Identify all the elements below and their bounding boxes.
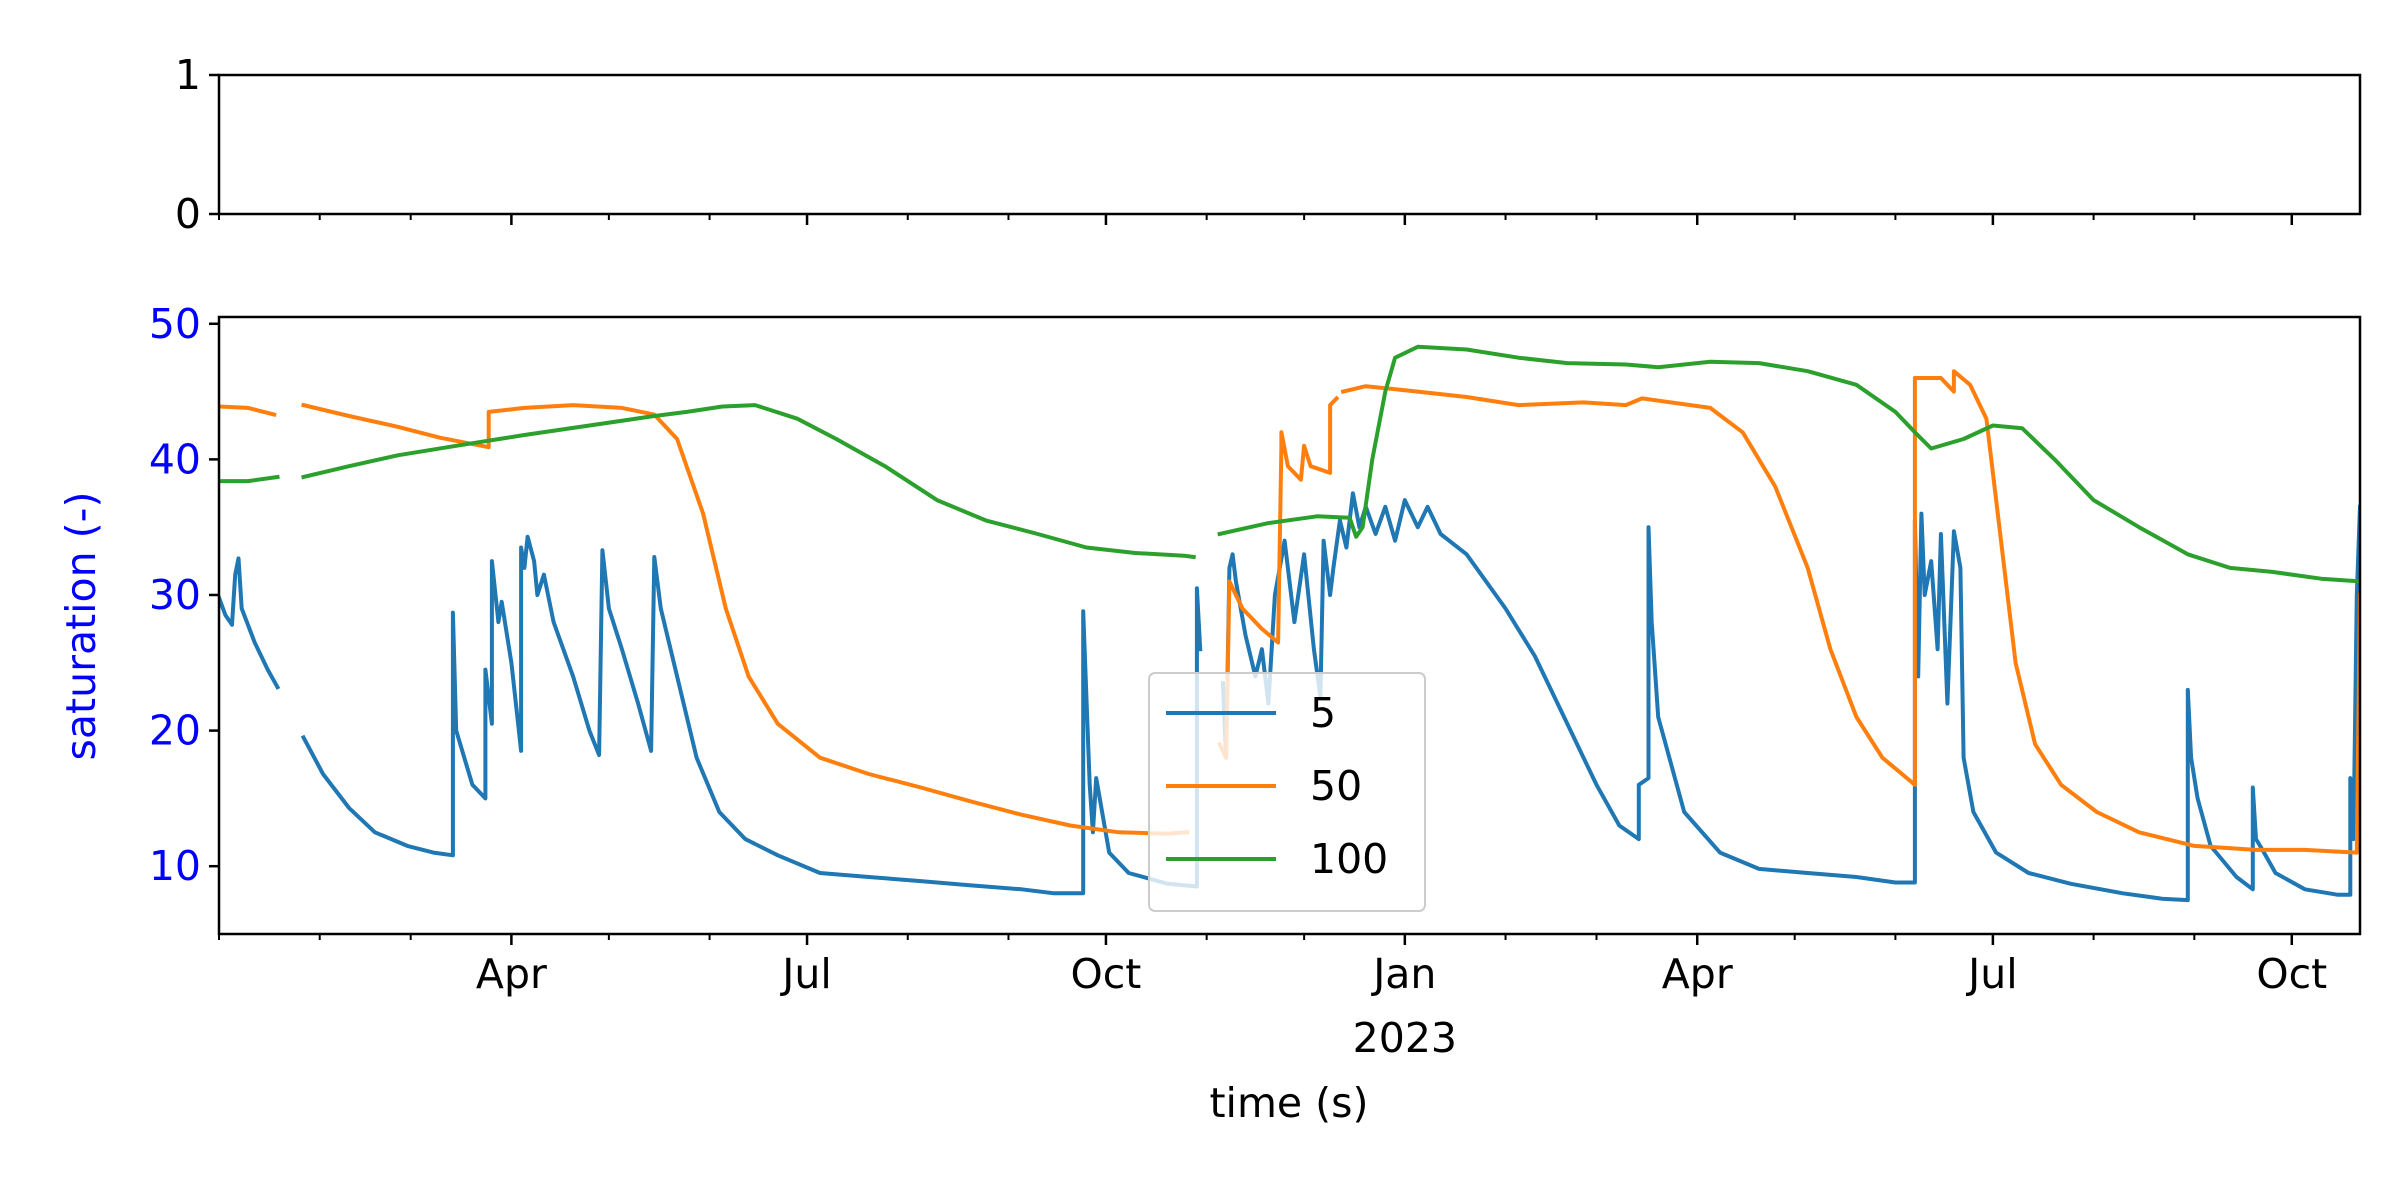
legend-label-5: 5 xyxy=(1310,689,1336,737)
x-tick-label: Jan xyxy=(1370,950,1436,998)
main-y-ticks: 10 20 30 40 50 xyxy=(149,300,219,890)
x-tick-label: Jul xyxy=(779,950,831,998)
legend-label-50: 50 xyxy=(1310,762,1362,810)
top-y-tick-label: 0 xyxy=(175,190,201,238)
x-tick-label: Apr xyxy=(1662,950,1733,998)
y-tick-label: 30 xyxy=(149,571,201,619)
y-tick-label: 40 xyxy=(149,435,201,483)
legend-label-100: 100 xyxy=(1310,835,1388,883)
top-axes-frame xyxy=(217,73,2362,216)
x-axis-label: time (s) xyxy=(1209,1079,1368,1127)
x-tick-label: Jul xyxy=(1965,950,2017,998)
legend-box xyxy=(1148,672,1426,912)
series-line-100 xyxy=(219,344,2360,584)
top-panel: 01 xyxy=(175,51,2362,238)
y-tick-label: 10 xyxy=(149,842,201,890)
main-x-ticks: Apr Jul Oct Jan 2023 Apr Jul Oct xyxy=(218,934,2327,1062)
x-tick-label: Oct xyxy=(1070,950,1141,998)
main-panel: 10 20 30 40 50 Apr Jul Oct Jan 2023 Apr Jul Oct tim… xyxy=(57,300,2362,1127)
top-y-ticks: 01 xyxy=(175,51,219,238)
top-y-tick-label: 1 xyxy=(175,51,201,99)
legend-entries: 5 50 100 xyxy=(1166,689,1388,883)
y-tick-label: 20 xyxy=(149,707,201,755)
legend: 5 50 100 xyxy=(1148,672,1426,912)
x-tick-year-label: 2023 xyxy=(1353,1014,1457,1062)
top-x-ticks xyxy=(218,214,2294,225)
x-tick-label: Apr xyxy=(476,950,547,998)
x-tick-label: Oct xyxy=(2256,950,2327,998)
y-tick-label: 50 xyxy=(149,300,201,348)
series-line-50 xyxy=(219,369,2360,855)
main-axes-frame xyxy=(217,315,2362,936)
y-axis-label: saturation (-) xyxy=(57,492,105,761)
